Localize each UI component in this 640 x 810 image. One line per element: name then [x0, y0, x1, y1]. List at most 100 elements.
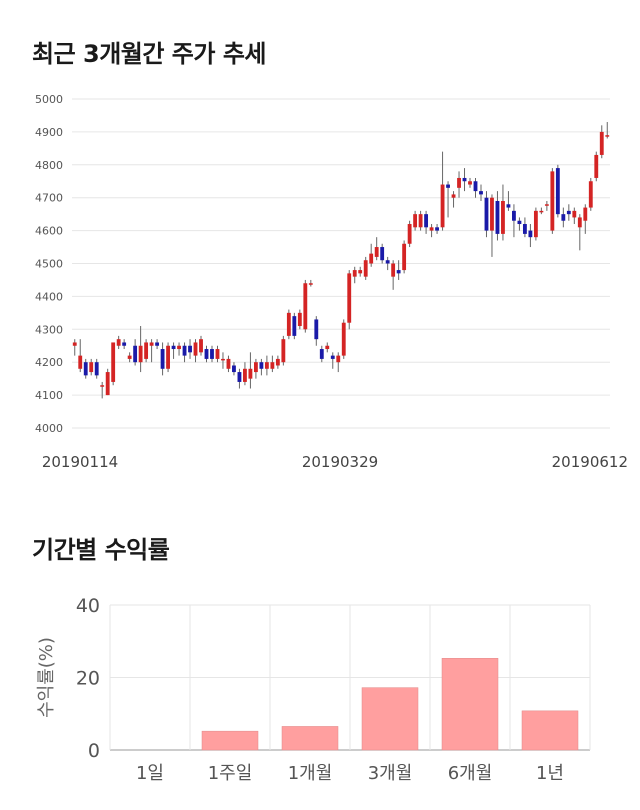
candle-body [374, 247, 379, 257]
returns-x-tick-label: 1주일 [208, 763, 253, 784]
price-y-tick-label: 4900 [35, 126, 63, 139]
candle-body [144, 342, 149, 359]
returns-x-tick-label: 1일 [136, 763, 164, 784]
returns-bar [521, 710, 579, 751]
returns-bars [201, 658, 579, 751]
candle-body [166, 345, 170, 369]
candle-body [155, 342, 160, 346]
price-y-tick-label: 4700 [35, 192, 63, 205]
candle-body [407, 224, 412, 244]
returns-x-tick-label: 1년 [536, 763, 564, 784]
price-y-tick-label: 4400 [35, 290, 63, 303]
candle-body [122, 342, 127, 346]
candle-body [314, 319, 319, 340]
price-y-tick-label: 4600 [35, 225, 63, 238]
price-y-tick-label: 4200 [35, 356, 63, 369]
returns-bar [281, 726, 339, 751]
candle-body [533, 210, 538, 238]
candle-body [506, 204, 511, 208]
candlestick-chart: 4000 4100 4200 4300 4400 4500 4600 4700 4800 4900… [35, 93, 628, 471]
candle-body [369, 253, 374, 264]
candle-body [259, 362, 264, 369]
candle-body [479, 191, 483, 195]
candle-body [424, 214, 429, 228]
candle-body [501, 200, 505, 234]
candle-body [182, 345, 187, 356]
candle-body [248, 368, 253, 379]
returns-y-tick-label: 0 [88, 740, 100, 762]
returns-bar-chart: 0 20 40 1일 1주일 1개월 3개월 6개월 1년 수익률(%) [36, 595, 591, 784]
candle-body [204, 349, 209, 359]
price-y-tick-label: 5000 [35, 93, 63, 106]
candle-body [210, 349, 214, 359]
candle-body [193, 342, 198, 356]
candle-body [281, 339, 286, 363]
candle-body [512, 210, 516, 221]
candle-body [517, 220, 522, 225]
returns-x-axis: 1일 1주일 1개월 3개월 6개월 1년 [136, 763, 564, 784]
candle-body [149, 342, 154, 346]
returns-bar [441, 658, 499, 751]
candle-body [446, 184, 450, 188]
candle-body [462, 177, 467, 182]
candle-body [495, 200, 500, 234]
price-x-tick-label: 20190329 [302, 453, 378, 471]
candle-body [341, 322, 346, 356]
returns-y-axis: 0 20 40 [76, 595, 100, 762]
candle-body [297, 312, 302, 327]
candle-body [177, 345, 181, 350]
candle-body [72, 342, 77, 346]
price-y-tick-label: 4000 [35, 422, 63, 435]
candle-body [429, 227, 434, 231]
candle-body [352, 270, 357, 277]
candle-body [380, 247, 385, 261]
price-y-tick-label: 4500 [35, 258, 63, 271]
candle-body [215, 349, 220, 359]
candle-body [468, 181, 472, 185]
candle-body [528, 230, 533, 238]
candle-body [275, 358, 280, 366]
returns-x-tick-label: 1개월 [288, 763, 333, 784]
candle-body [413, 214, 418, 228]
candle-body [561, 214, 566, 221]
candle-body [435, 227, 439, 231]
candle-body [78, 355, 83, 369]
candle-body [286, 312, 291, 336]
candle-body [363, 260, 368, 277]
candle-body [188, 345, 192, 353]
price-x-tick-label: 20190114 [42, 453, 118, 471]
price-y-tick-label: 4100 [35, 389, 63, 402]
price-trend-title: 최근 3개월간 주가 추세 [32, 40, 267, 68]
candle-body [253, 362, 258, 373]
candle-body [588, 181, 593, 208]
candle-body [396, 270, 401, 274]
price-y-tick-label: 4300 [35, 323, 63, 336]
returns-x-tick-label: 6개월 [448, 763, 493, 784]
candle-body [473, 181, 478, 192]
candle-body [572, 210, 577, 218]
candle-body [336, 355, 341, 363]
candle-body [555, 168, 560, 215]
candle-body [292, 316, 297, 336]
candle-body [484, 197, 489, 231]
candle-body [83, 362, 88, 376]
returns-bar [201, 730, 259, 751]
candle-body [116, 339, 121, 346]
candle-body [111, 342, 116, 382]
returns-title: 기간별 수익률 [32, 536, 170, 564]
candle-body [457, 177, 461, 188]
candle-body [319, 349, 324, 359]
returns-y-tick-label: 20 [76, 668, 100, 690]
candle-body [539, 210, 544, 213]
candle-body [550, 171, 555, 231]
candle-body [451, 194, 456, 198]
candle-body [270, 362, 275, 369]
price-candles [72, 122, 610, 399]
candle-body [566, 210, 571, 215]
candle-body [330, 355, 335, 359]
candle-body [237, 372, 242, 382]
candle-body [325, 345, 330, 350]
candle-body [490, 197, 494, 231]
returns-grid [109, 604, 591, 751]
candle-body [171, 345, 176, 350]
